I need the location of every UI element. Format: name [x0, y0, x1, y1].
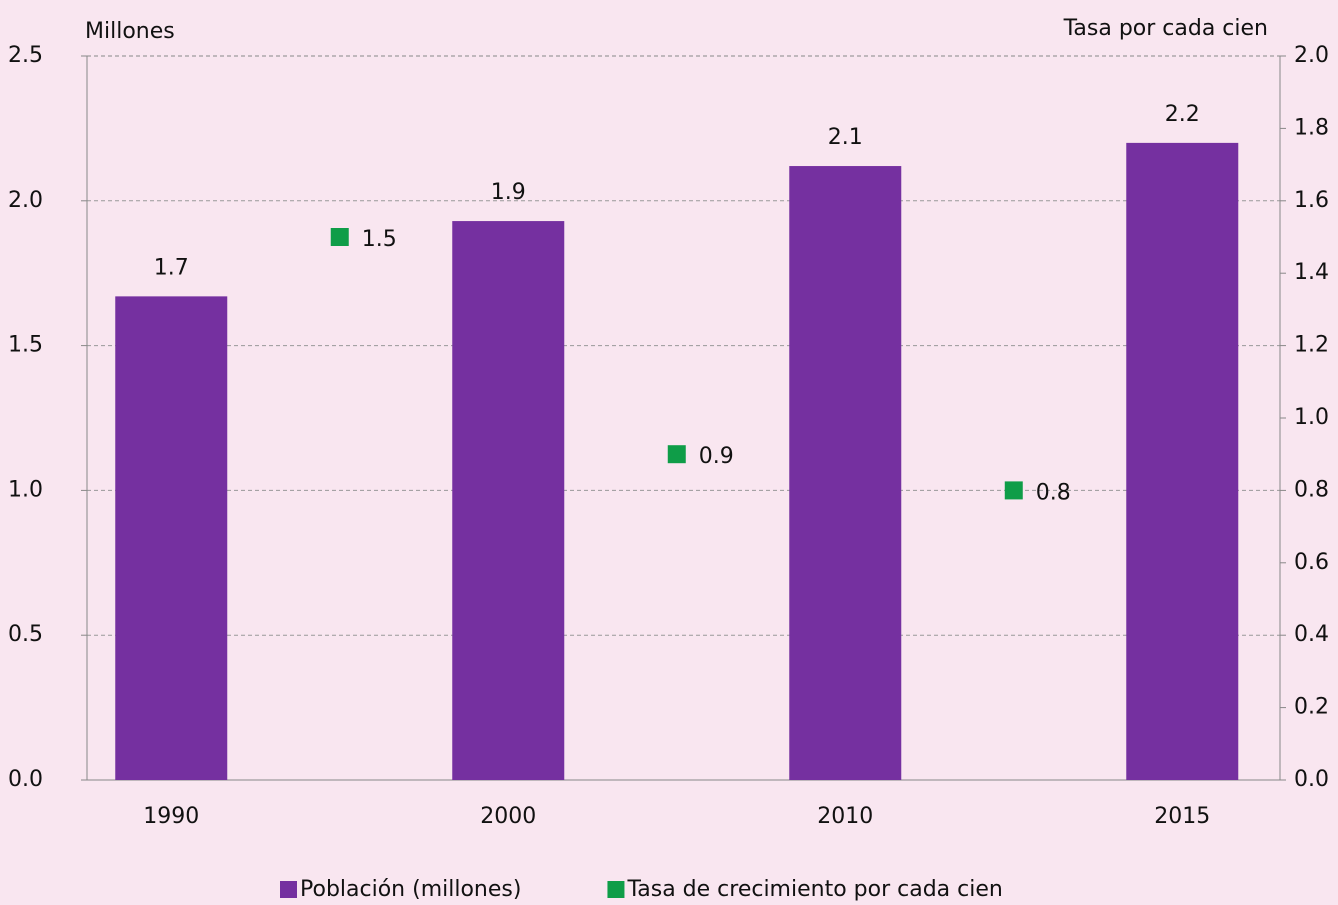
- bar-value-label: 1.7: [154, 255, 189, 280]
- x-tick-label: 1990: [143, 804, 199, 829]
- bar: [789, 166, 902, 781]
- y2-tick-label: 0.6: [1294, 550, 1329, 575]
- legend-label: Población (millones): [300, 877, 521, 902]
- y2-tick-label: 1.6: [1294, 188, 1329, 213]
- marker: [667, 445, 686, 464]
- y2-tick-label: 2.0: [1294, 43, 1329, 68]
- y-tick-label: 1.0: [8, 477, 43, 502]
- legend-swatch: [280, 881, 297, 898]
- y2-tick-label: 1.4: [1294, 260, 1329, 285]
- y-tick-label: 0.5: [8, 622, 43, 647]
- y-tick-label: 1.5: [8, 333, 43, 358]
- bar-value-label: 2.1: [828, 125, 863, 150]
- legend-label: Tasa de crecimiento por cada cien: [626, 877, 1002, 902]
- y2-tick-label: 1.0: [1294, 405, 1329, 430]
- marker-value-label: 0.8: [1036, 480, 1071, 505]
- marker: [330, 228, 349, 246]
- y2-tick-label: 1.8: [1294, 115, 1329, 140]
- bar: [1126, 142, 1239, 780]
- marker: [1004, 481, 1023, 500]
- marker-value-label: 1.5: [362, 227, 397, 252]
- bar-value-label: 1.9: [491, 180, 526, 205]
- y2-tick-label: 0.4: [1294, 622, 1329, 647]
- y-tick-label: 2.5: [8, 43, 43, 68]
- y-tick-label: 0.0: [8, 767, 43, 792]
- bar: [452, 221, 565, 780]
- x-tick-label: 2015: [1154, 804, 1210, 829]
- y2-tick-label: 0.8: [1294, 477, 1329, 502]
- y-tick-label: 2.0: [8, 188, 43, 213]
- y-axis-title: Millones: [85, 19, 175, 44]
- y2-axis-title: Tasa por cada cien: [1063, 16, 1268, 41]
- legend-swatch: [607, 881, 625, 898]
- x-tick-label: 2010: [817, 804, 873, 829]
- x-tick-label: 2000: [480, 804, 536, 829]
- y2-tick-label: 0.2: [1294, 695, 1329, 720]
- bar-value-label: 2.2: [1165, 102, 1200, 127]
- bar: [115, 296, 228, 780]
- y2-tick-label: 0.0: [1294, 767, 1329, 792]
- marker-value-label: 0.9: [699, 444, 734, 469]
- y2-tick-label: 1.2: [1294, 333, 1329, 358]
